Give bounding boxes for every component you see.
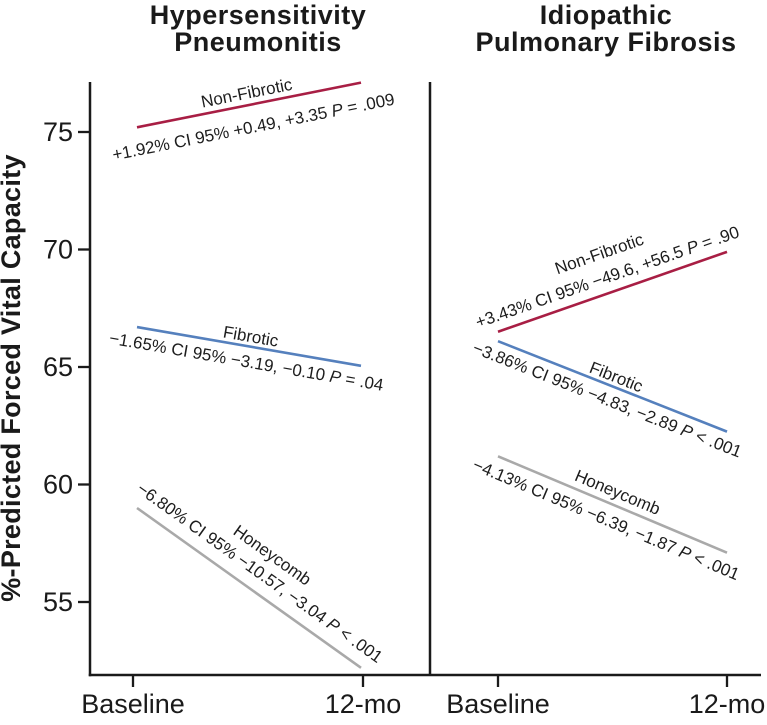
ci-annotation-non-fibrotic: +3.43% CI 95% −49.6, +56.5 P = .90 (473, 222, 742, 331)
ci-annotation-honeycomb: −4.13% CI 95% −6.39, −1.87 P < .001 (470, 455, 742, 584)
data-line-fibrotic (136, 325, 362, 368)
y-axis-tick-label: 55 (43, 587, 73, 617)
panel-title-line: Hypersensitivity (149, 0, 367, 30)
data-line-non-fibrotic (497, 250, 728, 333)
y-axis-tick-label: 60 (43, 470, 73, 500)
x-axis-tick-label: 12-mo (689, 689, 766, 719)
x-axis-tick-label: 12-mo (325, 689, 402, 719)
x-axis-tick-label: Baseline (446, 689, 550, 719)
data-line-honeycomb (497, 455, 728, 554)
y-axis-tick-label: 65 (43, 352, 73, 382)
panel-title-line: Pneumonitis (174, 27, 342, 57)
ci-annotation-honeycomb: −6.80% CI 95% −10.57, −3.04 P < .001 (134, 479, 387, 667)
panel-title-line: Pulmonary Fibrosis (475, 27, 737, 57)
y-axis-tick-label: 70 (43, 235, 73, 265)
panel-title-line: Idiopathic (539, 0, 673, 30)
data-line-non-fibrotic (136, 81, 362, 129)
data-line-honeycomb (136, 506, 362, 669)
ci-annotation-fibrotic: −3.86% CI 95% −4.83, −2.89 P < .001 (470, 338, 744, 461)
x-axis-tick-label: Baseline (81, 689, 185, 719)
data-line-fibrotic (497, 339, 728, 433)
panel-title-hypersensitivity-pneumonitis: Hypersensitivity Pneumonitis (88, 2, 428, 56)
y-axis-tick-label: 75 (43, 117, 73, 147)
panel-title-idiopathic-pulmonary-fibrosis: Idiopathic Pulmonary Fibrosis (441, 2, 767, 56)
